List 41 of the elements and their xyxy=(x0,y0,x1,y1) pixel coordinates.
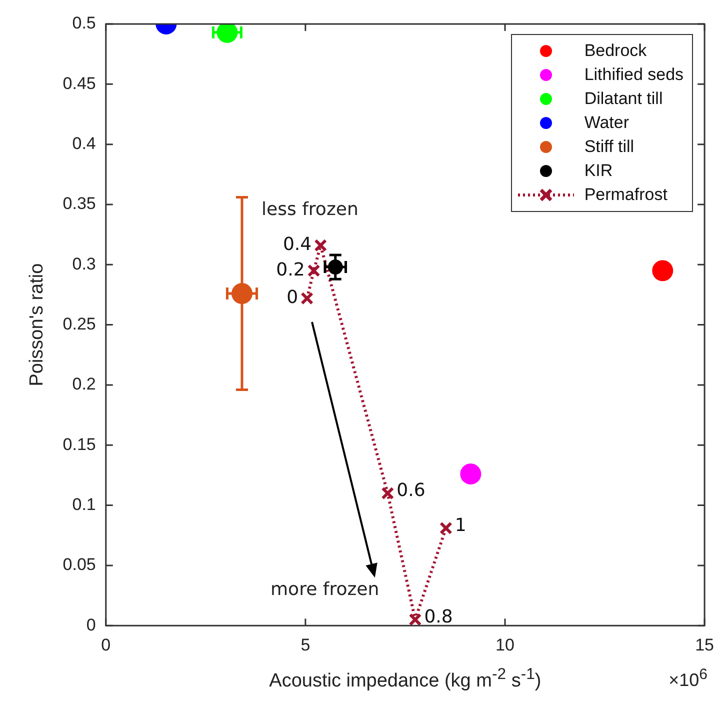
annotation: 0.8 xyxy=(424,606,453,628)
x-tick-label: 10 xyxy=(496,635,514,654)
point xyxy=(381,486,394,500)
x-axis-title: Acoustic impedance (kg m$^{-2}$ s$^{-1}$) xyxy=(268,666,542,692)
legend-label: Dilatant till xyxy=(584,89,663,109)
point xyxy=(652,260,674,282)
legend-label: Lithified seds xyxy=(584,65,684,85)
y-tick-label: 0.2 xyxy=(72,374,96,394)
legend-label: Water xyxy=(584,113,630,133)
y-tick-label: 0.3 xyxy=(72,254,96,274)
x-tick-label: 0 xyxy=(101,635,111,654)
annotation: more frozen xyxy=(270,578,380,600)
x-tick-label: 15 xyxy=(695,635,714,654)
text: ×10$^{6}$ xyxy=(668,666,708,691)
point xyxy=(408,613,422,626)
annotation: 0.2 xyxy=(276,259,305,280)
y-tick-label: 0.15 xyxy=(62,434,96,454)
y-tick-label: 0.35 xyxy=(62,194,96,214)
x-tick-label: 5 xyxy=(300,635,310,654)
legend-label: Stiff till xyxy=(584,137,634,157)
annotation: 0.4 xyxy=(282,234,312,256)
y-tick-label: 0.4 xyxy=(72,134,96,154)
point xyxy=(314,238,328,252)
y-tick-label: 0.05 xyxy=(62,555,96,574)
annotation: less frozen xyxy=(262,199,358,220)
annotation: 0 xyxy=(286,287,298,308)
y-tick-label: 0.5 xyxy=(72,14,96,33)
y-tick-label: 0.45 xyxy=(62,74,96,93)
legend-label: Bedrock xyxy=(584,41,647,61)
point xyxy=(300,292,314,305)
legend-label: KIR xyxy=(584,161,613,181)
y-axis-title: Poisson's ratio xyxy=(26,263,48,386)
annotation: 0.6 xyxy=(396,480,426,501)
point xyxy=(307,264,320,278)
annotation: 1 xyxy=(454,514,466,536)
y-tick-label: 0.25 xyxy=(62,314,96,334)
legend-label: Permafrost xyxy=(584,185,668,205)
y-tick-label: 0.1 xyxy=(72,494,96,514)
y-tick-label: 0 xyxy=(86,615,96,634)
point xyxy=(460,463,482,484)
point xyxy=(439,522,452,535)
